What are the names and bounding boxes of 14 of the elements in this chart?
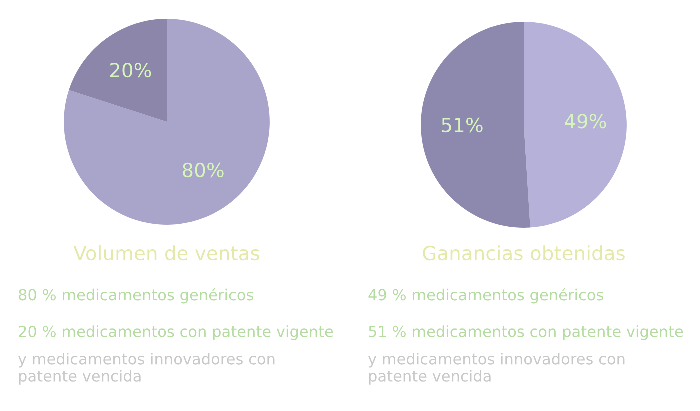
text: 20 % medicamentos con patente vigente	[19, 326, 334, 340]
text: 80 % medicamentos genéricos	[19, 288, 254, 304]
pie-slice	[64, 19, 270, 225]
text: Ganancias obtenidas	[423, 246, 625, 261]
pie-slice	[421, 22, 530, 228]
text: 49 % medicamentos genéricos	[368, 288, 604, 304]
data-label: 20%	[110, 62, 152, 78]
data-label: 80%	[183, 162, 224, 178]
text: 51 % medicamentos con patente vigente	[369, 326, 684, 340]
pie-slice	[524, 22, 627, 228]
text: Volumen de ventas	[74, 246, 260, 261]
pie-slice	[69, 19, 167, 122]
data-label: 49%	[565, 114, 606, 129]
data-label: 51%	[442, 118, 483, 133]
